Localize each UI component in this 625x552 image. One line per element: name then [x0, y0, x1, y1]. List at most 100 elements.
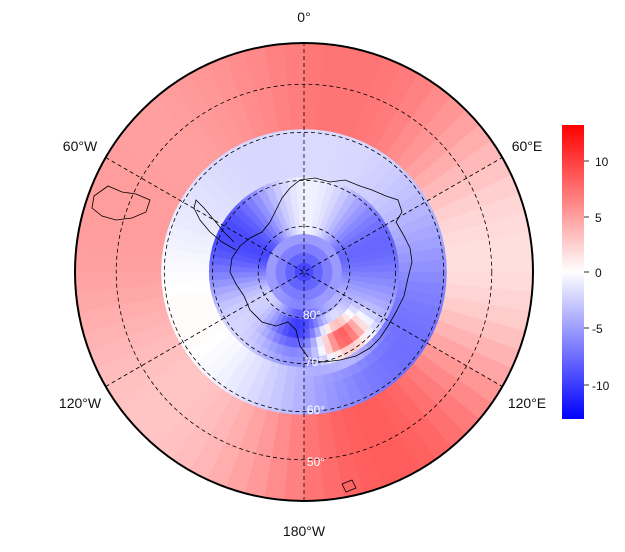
field-cell — [179, 260, 191, 273]
field-cell — [303, 61, 323, 73]
field-cell — [303, 80, 321, 92]
field-cell — [389, 263, 400, 273]
field-cell — [303, 90, 321, 102]
field-cell — [303, 52, 324, 64]
field-cell — [141, 271, 153, 287]
field-cell — [151, 271, 162, 286]
field-cell — [280, 138, 294, 151]
field-cell — [151, 258, 162, 273]
field-cell — [296, 185, 305, 197]
field-cell — [303, 99, 320, 111]
field-cell — [303, 166, 314, 178]
field-cell — [303, 185, 312, 197]
lat-label-70: 70° — [305, 355, 323, 369]
field-cell — [122, 255, 134, 273]
field-cell — [180, 250, 192, 263]
field-cell — [303, 385, 316, 397]
field-cell — [290, 195, 299, 207]
field-cell — [189, 280, 201, 293]
lat-label-50: 50° — [307, 455, 325, 469]
field-cell — [236, 271, 248, 279]
field-cell — [286, 71, 305, 83]
field-cell — [170, 282, 183, 296]
field-cell — [389, 271, 400, 281]
lon-label-120w: 120°W — [59, 395, 102, 411]
field-cell — [112, 255, 124, 273]
field-cell — [332, 268, 343, 273]
field-cell — [465, 271, 477, 288]
field-cell — [397, 253, 409, 265]
field-cell — [369, 258, 381, 267]
field-cell — [314, 138, 328, 151]
field-cell — [299, 223, 305, 235]
field-cell — [303, 376, 315, 387]
field-cell — [287, 442, 305, 454]
field-cell — [298, 214, 305, 225]
field-cell — [416, 281, 428, 294]
colorbar: 10 5 0 -5 -10 — [562, 125, 610, 419]
field-cell — [289, 109, 305, 121]
field-cell — [416, 250, 428, 263]
field-cell — [465, 256, 477, 273]
colorbar-tick-label: 10 — [595, 155, 609, 169]
field-cell — [290, 414, 305, 425]
field-cell — [484, 271, 496, 289]
field-cell — [282, 384, 295, 396]
field-cell — [312, 375, 325, 387]
field-cell — [303, 328, 311, 340]
field-cell — [417, 260, 429, 273]
field-cell — [285, 61, 305, 73]
field-cell — [84, 252, 96, 273]
field-cell — [512, 271, 524, 292]
field-cell — [313, 384, 326, 396]
antarctica-coastline — [91, 177, 413, 493]
field-cell — [297, 204, 305, 216]
field-cell — [160, 259, 172, 273]
field-cell — [292, 385, 305, 397]
latitude-circle — [211, 179, 396, 364]
field-cell — [398, 262, 410, 273]
field-cell — [351, 266, 362, 273]
field-cell — [103, 254, 115, 273]
field-cell — [217, 264, 229, 273]
lat-label-80: 80° — [303, 308, 321, 322]
field-cell — [370, 265, 381, 273]
field-cell — [170, 271, 181, 284]
lon-label-60e: 60°E — [512, 138, 543, 154]
field-cell — [303, 490, 325, 501]
field-cell — [141, 257, 153, 273]
field-cell — [309, 337, 318, 349]
field-cell — [287, 176, 297, 188]
field-cell — [285, 167, 297, 179]
field-cell — [199, 279, 211, 291]
field-cell — [75, 271, 86, 293]
field-cell — [291, 128, 305, 140]
field-cell — [208, 263, 219, 273]
field-cell — [179, 271, 191, 284]
field-cell — [288, 433, 305, 445]
field-cell — [93, 271, 105, 291]
field-cell — [208, 271, 219, 281]
field-cell — [217, 271, 229, 280]
field-cell — [285, 471, 305, 483]
field-cell — [283, 43, 305, 54]
field-cell — [436, 271, 448, 285]
field-cell — [294, 166, 305, 178]
field-cell — [455, 257, 467, 273]
field-cell — [303, 338, 311, 349]
lat-label-60: 60° — [307, 403, 325, 417]
colorbar-tick-label: 0 — [595, 266, 602, 280]
field-cell — [255, 271, 267, 277]
field-cell — [103, 271, 115, 290]
field-cell — [84, 271, 96, 292]
field-cell — [292, 147, 305, 159]
field-cell — [303, 176, 313, 187]
field-cell — [292, 138, 305, 149]
field-cell — [294, 366, 305, 378]
field-cell — [446, 271, 457, 286]
field-cell — [303, 109, 319, 121]
field-cell — [289, 423, 305, 435]
field-cell — [503, 253, 515, 273]
field-cell — [425, 282, 438, 296]
field-cell — [283, 157, 296, 169]
